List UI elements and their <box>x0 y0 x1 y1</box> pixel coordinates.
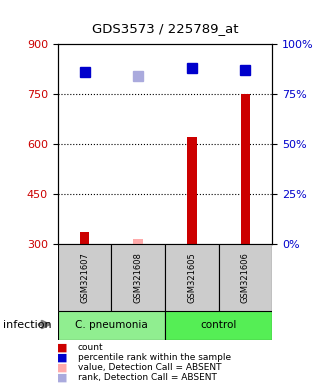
Text: GSM321607: GSM321607 <box>80 252 89 303</box>
Bar <box>58 311 165 340</box>
Bar <box>187 137 197 244</box>
Text: GSM321606: GSM321606 <box>241 252 250 303</box>
Text: ■: ■ <box>57 372 68 382</box>
Text: GSM321605: GSM321605 <box>187 252 196 303</box>
Text: GSM321608: GSM321608 <box>134 252 143 303</box>
Text: rank, Detection Call = ABSENT: rank, Detection Call = ABSENT <box>78 373 216 382</box>
Bar <box>133 239 143 244</box>
Text: control: control <box>200 320 237 331</box>
Bar <box>165 311 272 340</box>
Text: value, Detection Call = ABSENT: value, Detection Call = ABSENT <box>78 363 221 372</box>
Bar <box>165 244 218 311</box>
Text: C. pneumonia: C. pneumonia <box>75 320 148 331</box>
Text: count: count <box>78 343 103 352</box>
Bar <box>218 244 272 311</box>
Bar <box>58 244 112 311</box>
Text: ■: ■ <box>57 343 68 353</box>
Text: percentile rank within the sample: percentile rank within the sample <box>78 353 231 362</box>
Bar <box>112 244 165 311</box>
Text: infection: infection <box>3 320 52 330</box>
Text: ■: ■ <box>57 353 68 362</box>
Text: ■: ■ <box>57 362 68 372</box>
Bar <box>80 232 89 244</box>
Text: GDS3573 / 225789_at: GDS3573 / 225789_at <box>92 22 238 35</box>
Bar <box>241 94 250 244</box>
